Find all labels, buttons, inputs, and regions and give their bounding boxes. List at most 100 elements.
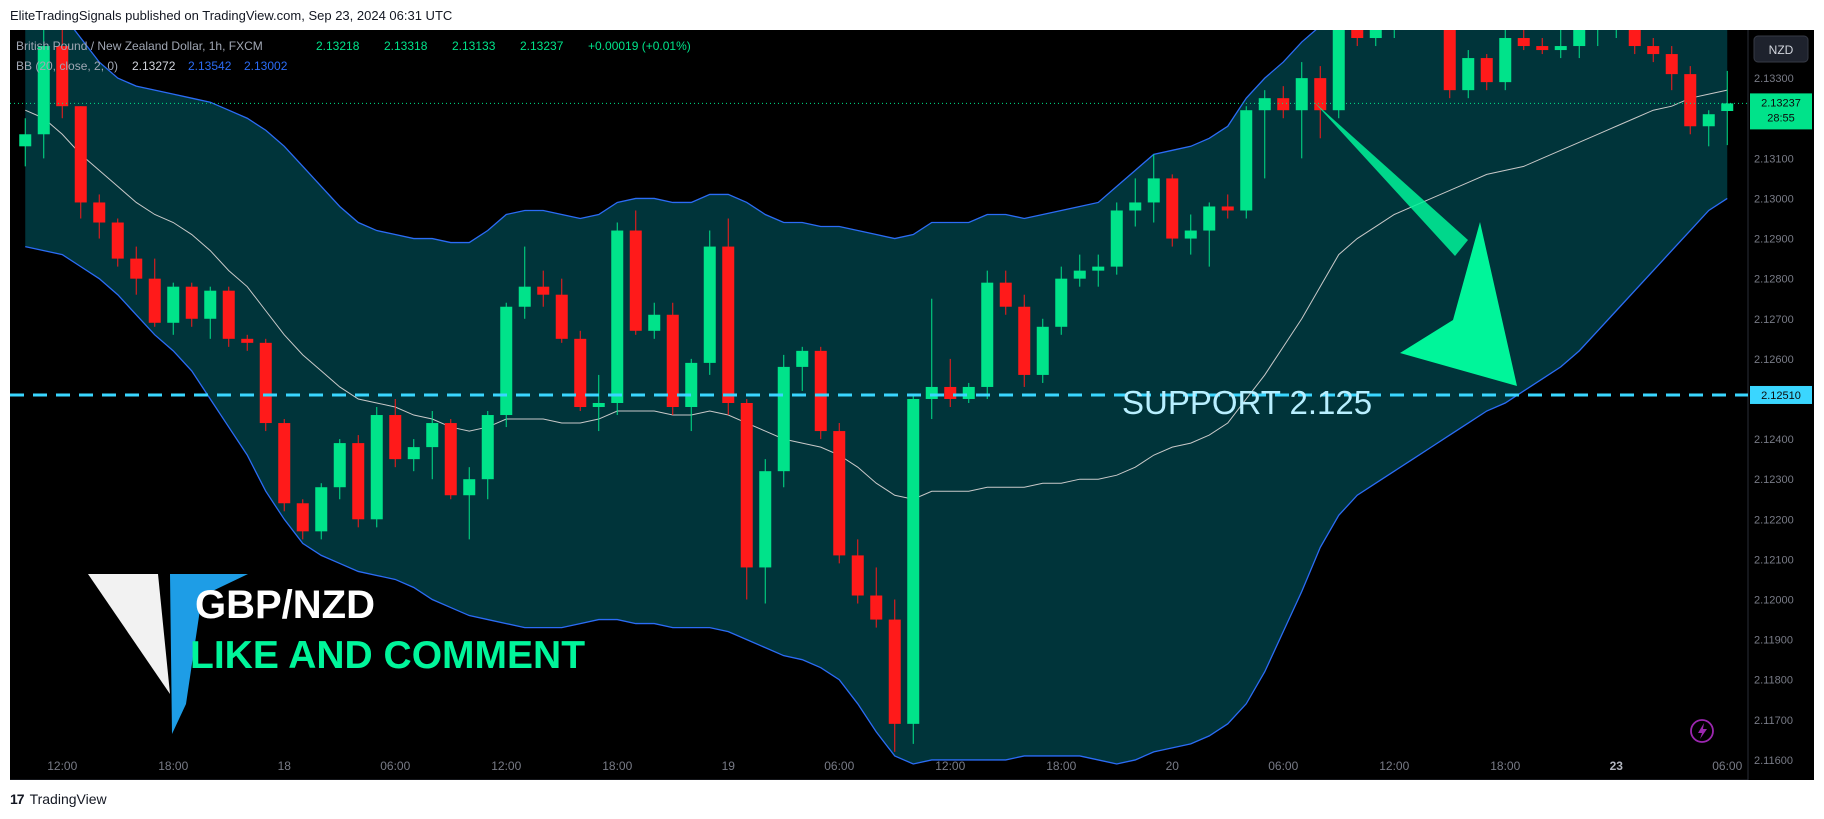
candle-body (1147, 178, 1160, 203)
bollinger-lower-line (25, 197, 1728, 765)
price-tick-label: 2.11900 (1754, 635, 1793, 647)
time-tick-label: 20 (1166, 759, 1180, 773)
candle-body (1536, 46, 1549, 51)
price-tick-label: 2.11700 (1754, 715, 1793, 727)
candle-body (444, 423, 457, 496)
price-tick-label: 2.12100 (1754, 554, 1794, 566)
currency-button[interactable]: NZD (1753, 35, 1809, 63)
candle-body (888, 619, 901, 724)
candle-body (352, 443, 365, 520)
candle-body (555, 294, 568, 339)
footer-brand: TradingView (29, 791, 107, 807)
candle-body (167, 286, 180, 323)
price-tick-label: 2.11600 (1754, 755, 1793, 767)
chart-container[interactable]: 2.133002.132002.131002.130002.129002.128… (10, 0, 1814, 781)
price-tick-label: 2.13100 (1754, 153, 1794, 165)
candle-body (1129, 202, 1142, 211)
candle-body (537, 286, 550, 295)
candle-body (185, 286, 198, 319)
candle-body (685, 362, 698, 408)
lightning-icon[interactable] (1690, 719, 1714, 743)
candle-body (833, 431, 846, 556)
time-tick-label: 12:00 (47, 759, 77, 773)
candle-body (37, 46, 50, 135)
time-tick-label: 23 (1610, 759, 1624, 773)
legend-bb-basis: 2.13272 (132, 59, 176, 73)
candle-body (333, 443, 346, 488)
candle-body (944, 386, 957, 399)
candle-body (1462, 58, 1475, 91)
candle-body (648, 314, 661, 331)
time-tick-label: 19 (722, 759, 736, 773)
candle-body (74, 106, 87, 203)
price-tick-label: 2.11800 (1754, 675, 1793, 687)
candle-body (703, 246, 716, 363)
candle-body (981, 282, 994, 387)
current-price-tag-countdown: 28:55 (1767, 112, 1795, 124)
candle-body (130, 258, 143, 279)
price-axis: 2.133002.132002.131002.130002.129002.128… (1750, 73, 1812, 767)
candle-body (1647, 46, 1660, 55)
time-tick-label: 12:00 (1379, 759, 1409, 773)
candle-body (19, 134, 32, 147)
candle-body (1092, 266, 1105, 271)
price-tick-label: 2.12700 (1754, 314, 1794, 326)
candle-body (592, 402, 605, 408)
candle-body (999, 282, 1012, 307)
legend-bb-label: BB (20, close, 2, 0) (16, 59, 118, 73)
time-tick-label: 12:00 (935, 759, 965, 773)
candle-body (1351, 13, 1364, 39)
arrow-head (1400, 222, 1517, 386)
candle-body (1702, 114, 1715, 127)
bollinger-basis-line (25, 89, 1728, 500)
candle-body (907, 398, 920, 724)
time-tick-label: 18 (278, 759, 292, 773)
candle-body (851, 555, 864, 596)
candle-body (870, 595, 883, 620)
bollinger-upper-line (50, 0, 1339, 244)
candle-body (1240, 110, 1253, 211)
candle-body (722, 246, 735, 403)
candle-body (1277, 98, 1290, 111)
candle-body (204, 290, 217, 319)
candle-body (1573, 30, 1586, 47)
candle-body (56, 46, 69, 107)
time-tick-label: 18:00 (602, 759, 632, 773)
price-tick-label: 2.12800 (1754, 274, 1794, 286)
candle-body (315, 487, 328, 532)
price-tick-label: 2.13000 (1754, 193, 1794, 205)
candle-body (1073, 270, 1086, 279)
candle-body (1554, 46, 1567, 51)
bollinger-bands (25, 0, 1728, 765)
candle-body (1443, 13, 1456, 91)
publish-info: EliteTradingSignals published on Trading… (10, 8, 453, 23)
candle-body (463, 479, 476, 496)
candle-body (93, 202, 106, 223)
price-tick-label: 2.12300 (1754, 474, 1794, 486)
tradingview-logo-icon: 17 (10, 791, 25, 807)
time-tick-label: 18:00 (158, 759, 188, 773)
candle-body (629, 230, 642, 331)
candle-body (1517, 38, 1530, 47)
brand-logo (88, 574, 248, 734)
legend-change: +0.00019 (+0.01%) (588, 39, 691, 53)
candle-body (1721, 103, 1734, 112)
candle-body (1258, 98, 1271, 111)
price-levels (10, 102, 1748, 397)
legend-low: 2.13133 (452, 39, 496, 53)
candle-body (407, 447, 420, 460)
time-tick-label: 12:00 (491, 759, 521, 773)
time-tick-label: 06:00 (1268, 759, 1298, 773)
candle-body (796, 350, 809, 367)
price-tick-label: 2.12900 (1754, 234, 1794, 246)
candle-body (1110, 210, 1123, 267)
candle-body (611, 230, 624, 403)
candle-body (111, 222, 124, 259)
time-tick-label: 06:00 (380, 759, 410, 773)
candle-body (1314, 78, 1327, 111)
candlestick-chart[interactable]: 2.133002.132002.131002.130002.129002.128… (10, 0, 1814, 781)
time-axis: 12:00 18:00 18 06:00 12:00 18:00 19 06:00 12:00 1… (47, 759, 1742, 773)
support-label: SUPPORT 2.125 (1122, 384, 1372, 421)
candle-body (1018, 306, 1031, 375)
currency-label: NZD (1769, 43, 1794, 57)
